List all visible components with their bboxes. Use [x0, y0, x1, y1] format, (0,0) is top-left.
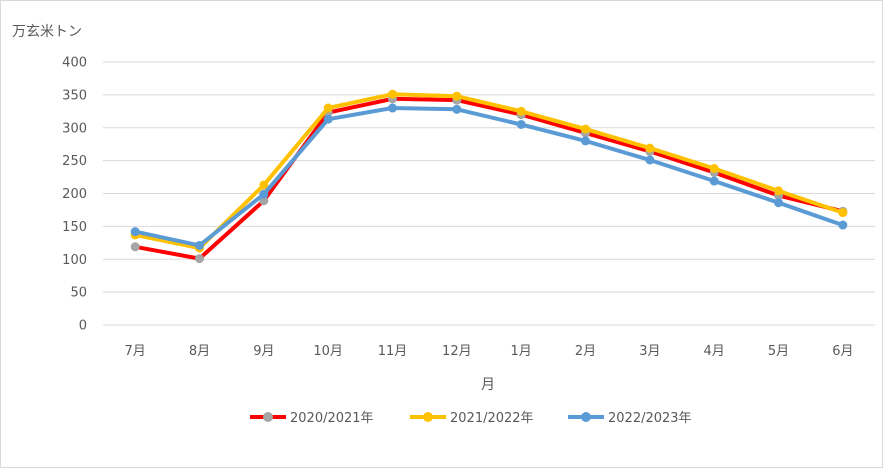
x-tick-label: 8月: [189, 344, 210, 359]
data-point: [388, 103, 397, 113]
data-point: [581, 124, 590, 134]
legend-marker: [263, 412, 273, 422]
data-point: [195, 254, 204, 264]
legend-item-1: 2020/2021年: [250, 411, 374, 426]
legend: 2020/2021年 2021/2022年 2022/2023年: [250, 411, 692, 426]
y-tick-label: 150: [62, 220, 87, 235]
legend-label: 2021/2022年: [450, 411, 534, 426]
data-point: [774, 186, 783, 196]
x-axis-title: 月: [481, 377, 495, 393]
x-tick-label: 4月: [704, 344, 725, 359]
data-point: [838, 208, 848, 218]
x-tick-label: 7月: [125, 344, 146, 359]
data-point: [838, 220, 848, 230]
x-tick-label: 2月: [575, 344, 596, 359]
y-tick-label: 100: [62, 253, 87, 268]
data-point: [130, 242, 140, 252]
series-line: [133, 96, 845, 261]
x-tick-label: 12月: [442, 344, 472, 359]
legend-marker: [423, 412, 433, 422]
data-point: [388, 89, 397, 99]
data-point: [709, 176, 719, 186]
x-tick-label: 10月: [313, 344, 343, 359]
data-point: [323, 103, 333, 113]
x-tick-label: 9月: [253, 344, 274, 359]
data-point: [452, 104, 462, 114]
legend-item-3: 2022/2023年: [568, 411, 692, 426]
data-point: [323, 114, 333, 124]
data-point: [645, 155, 655, 165]
series-2: [130, 89, 848, 253]
x-tick-label: 1月: [511, 344, 532, 359]
data-point: [130, 227, 140, 237]
y-tick-label: 300: [62, 121, 87, 136]
x-tick-label: 3月: [639, 344, 660, 359]
data-point: [516, 119, 526, 129]
series-3: [130, 103, 848, 250]
y-axis-ticks: 0 50 100 150 200 250 300 350 400: [62, 56, 87, 334]
legend-marker: [581, 412, 591, 422]
gridlines: [103, 61, 875, 326]
series-layer: [130, 89, 848, 264]
data-point: [259, 189, 269, 199]
data-point: [645, 143, 655, 153]
legend-label: 2020/2021年: [290, 411, 374, 426]
series-line: [133, 106, 845, 248]
y-tick-label: 400: [62, 56, 87, 71]
y-tick-label: 0: [79, 319, 87, 334]
data-point: [195, 240, 204, 250]
legend-label: 2022/2023年: [608, 411, 692, 426]
data-point: [259, 180, 269, 190]
x-tick-label: 11月: [378, 344, 408, 359]
y-tick-label: 250: [62, 154, 87, 169]
x-axis-ticks: 7月 8月 9月 10月 11月 12月 1月 2月 3月 4月 5月 6月: [125, 344, 854, 359]
x-tick-label: 5月: [768, 344, 789, 359]
data-point: [516, 106, 526, 116]
legend-item-2: 2021/2022年: [410, 411, 534, 426]
data-point: [581, 136, 590, 146]
series-line: [133, 92, 845, 251]
x-tick-label: 6月: [832, 344, 853, 359]
y-axis-title: 万玄米トン: [12, 23, 82, 40]
data-point: [452, 91, 462, 101]
data-point: [709, 164, 719, 174]
data-point: [774, 198, 783, 208]
y-tick-label: 50: [70, 286, 87, 301]
y-tick-label: 200: [62, 187, 87, 202]
y-tick-label: 350: [62, 88, 87, 103]
